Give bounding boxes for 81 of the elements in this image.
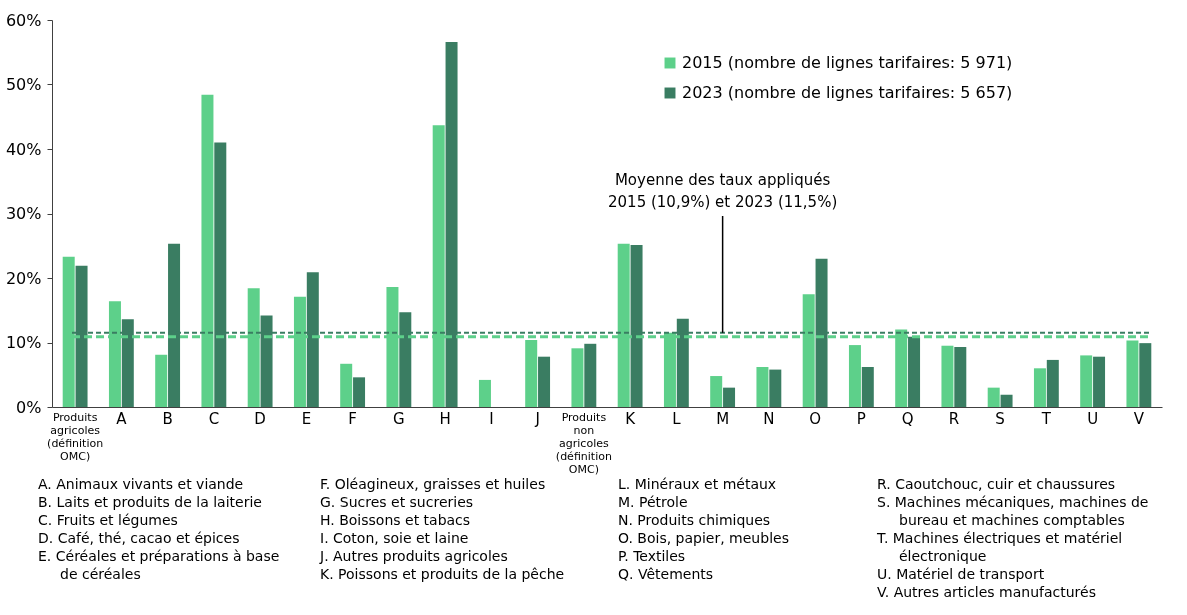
bar — [723, 387, 736, 407]
x-tick-label: F — [348, 409, 357, 428]
bar — [1139, 343, 1152, 407]
x-tick-label: U — [1087, 409, 1099, 428]
bar — [525, 339, 538, 407]
bar — [756, 367, 769, 407]
text: I. Coton, soie et laine — [320, 530, 469, 546]
bar — [1000, 394, 1013, 407]
bar — [710, 376, 723, 407]
bar — [1046, 359, 1059, 407]
x-tick-label: J — [534, 409, 540, 428]
x-tick-label: I — [489, 409, 494, 428]
text: G. Sucres et sucreries — [320, 494, 474, 510]
bar — [987, 387, 1000, 407]
bar — [340, 363, 353, 407]
text: N. Produits chimiques — [618, 512, 771, 528]
text: O. Bois, papier, meubles — [618, 530, 789, 546]
x-tick-label: R — [948, 409, 960, 428]
text: Q. Vêtements — [618, 566, 714, 582]
bar — [1093, 356, 1106, 407]
bar — [1080, 355, 1093, 407]
x-tick-label: K — [625, 409, 637, 428]
x-tick-label: P — [856, 409, 866, 428]
text: R. Caoutchouc, cuir et chaussures — [877, 476, 1116, 492]
text: D. Café, thé, cacao et épices — [38, 530, 240, 546]
y-tick-label: 60% — [5, 10, 42, 30]
x-tick-label: S — [995, 409, 1005, 428]
text: A. Animaux vivants et viande — [38, 476, 244, 492]
x-tick-label: Produits agricoles (définition OMC) — [47, 410, 104, 463]
bar — [584, 343, 597, 407]
x-tick-label: D — [254, 409, 266, 428]
bar — [1033, 368, 1046, 407]
y-tick-label: 50% — [5, 75, 42, 94]
bar — [769, 369, 782, 407]
y-tick-label: 0% — [16, 397, 42, 417]
y-tick-label: 10% — [5, 333, 42, 352]
bar — [954, 347, 967, 407]
y-tick-label: 30% — [5, 204, 42, 223]
y-tick-label: 40% — [5, 139, 42, 159]
text: T. Machines électriques et matériel électronique — [876, 530, 1123, 564]
bar — [478, 379, 491, 407]
text: V. Autres articles manufacturés — [877, 584, 1096, 600]
x-tick-label: B — [162, 409, 173, 428]
bar — [571, 348, 584, 407]
bar — [353, 377, 366, 407]
text: K. Poissons et produits de la pêche — [320, 566, 565, 582]
x-tick-label: Produits non agricoles (définition OMC) — [555, 410, 612, 476]
annotation: Moyenne des taux appliqués 2015 (10,9%) et 2023 (11,5%) — [608, 171, 838, 211]
legend-label: 2015 (nombre de lignes tarifaires: 5 971) — [682, 53, 1013, 72]
text: J. Autres produits agricoles — [319, 548, 508, 564]
text: H. Boissons et tabacs — [320, 512, 471, 528]
x-tick-label: N — [763, 409, 775, 428]
bar — [908, 336, 921, 407]
text: L. Minéraux et métaux — [618, 476, 777, 492]
bar — [1126, 340, 1139, 407]
bar — [861, 367, 874, 407]
x-tick-label: H — [439, 409, 451, 428]
x-tick-label: C — [208, 409, 220, 428]
x-tick-label: V — [1133, 409, 1145, 428]
bar — [848, 345, 861, 407]
text: F. Oléagineux, graisses et huiles — [320, 476, 546, 492]
x-tick-label: Q — [901, 409, 914, 428]
x-tick-label: A — [116, 409, 128, 428]
bar — [155, 354, 168, 407]
x-tick-label: M — [716, 409, 730, 428]
text: C. Fruits et légumes — [38, 512, 178, 528]
x-tick-label: T — [1040, 409, 1052, 428]
bar — [941, 345, 954, 407]
text: E. Céréales et préparations à base de céréales — [38, 548, 280, 582]
text: B. Laits et produits de la laiterie — [38, 494, 262, 510]
text: M. Pétrole — [618, 494, 688, 510]
text: S. Machines mécaniques, machines de bureau et machines comptables — [877, 494, 1149, 528]
x-tick-label: E — [301, 409, 312, 428]
legend-label: 2023 (nombre de lignes tarifaires: 5 657) — [682, 83, 1013, 102]
x-tick-label: L — [672, 409, 682, 428]
text: U. Matériel de transport — [877, 566, 1045, 582]
bar — [538, 356, 551, 407]
text: P. Textiles — [618, 548, 686, 564]
y-tick-label: 20% — [5, 268, 42, 288]
x-tick-label: O — [809, 409, 822, 428]
x-tick-label: G — [393, 409, 405, 428]
